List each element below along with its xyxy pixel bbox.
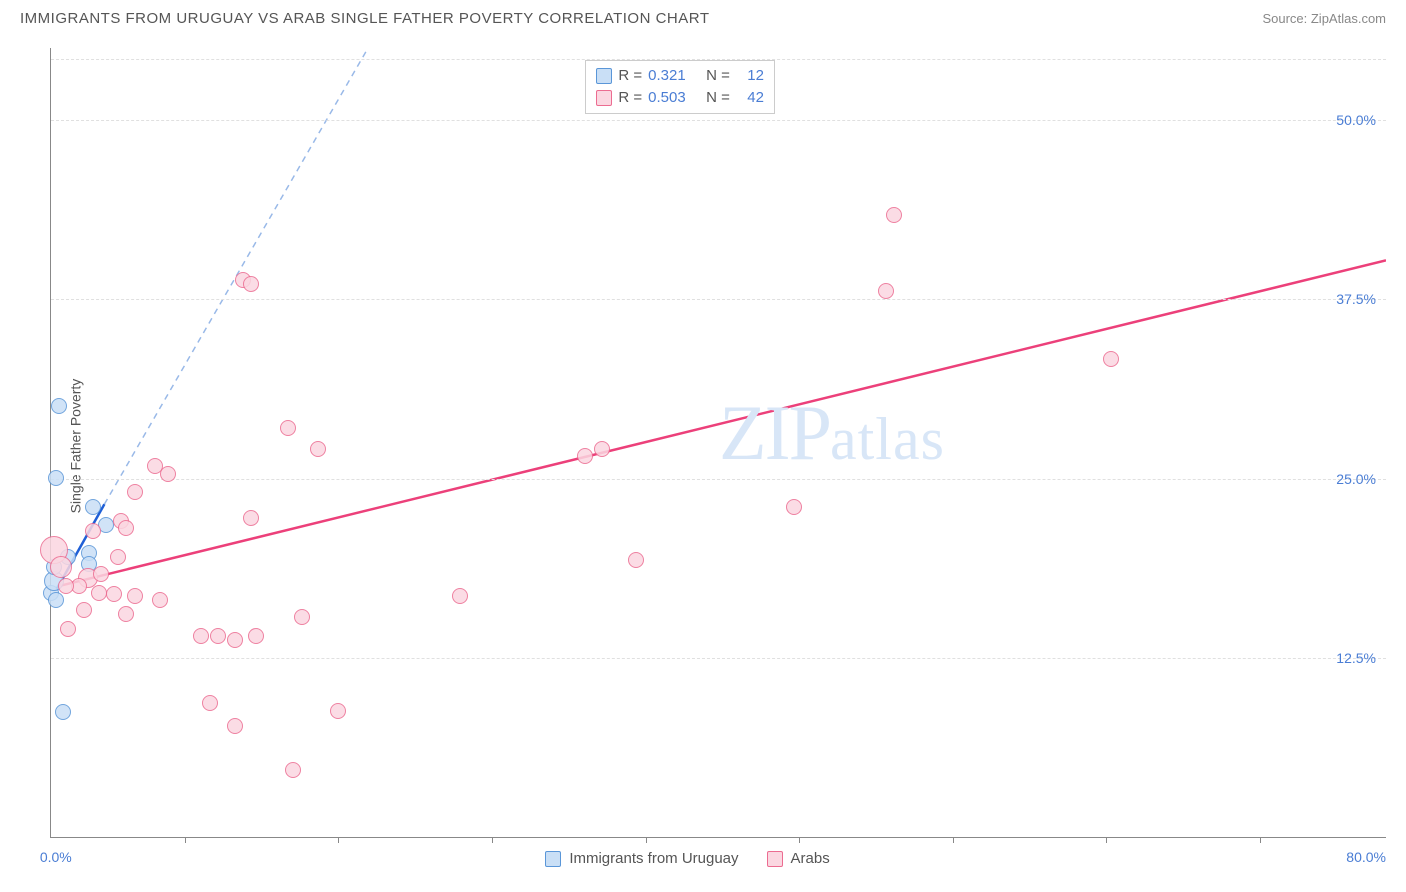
legend-label: Immigrants from Uruguay: [569, 850, 738, 867]
data-point-arabs: [886, 207, 902, 223]
x-tick-label-min: 0.0%: [40, 849, 72, 865]
trend-line: [59, 260, 1386, 586]
data-point-arabs: [878, 283, 894, 299]
data-point-arabs: [310, 441, 326, 457]
data-point-arabs: [227, 632, 243, 648]
x-tick: [646, 837, 647, 843]
data-point-arabs: [127, 484, 143, 500]
data-point-arabs: [786, 499, 802, 515]
data-point-arabs: [160, 466, 176, 482]
legend-swatch: [767, 851, 783, 867]
x-tick: [1106, 837, 1107, 843]
x-tick: [799, 837, 800, 843]
data-point-arabs: [118, 606, 134, 622]
data-point-arabs: [248, 628, 264, 644]
data-point-arabs: [330, 703, 346, 719]
data-point-arabs: [243, 510, 259, 526]
data-point-arabs: [76, 602, 92, 618]
data-point-arabs: [118, 520, 134, 536]
data-point-arabs: [294, 609, 310, 625]
x-tick: [1260, 837, 1261, 843]
y-tick-label: 37.5%: [1336, 291, 1376, 307]
data-point-uruguay: [48, 592, 64, 608]
data-point-uruguay: [85, 499, 101, 515]
x-tick: [953, 837, 954, 843]
data-point-arabs: [628, 552, 644, 568]
chart-source: Source: ZipAtlas.com: [1262, 11, 1386, 26]
data-point-uruguay: [55, 704, 71, 720]
legend-n-value: 12: [736, 65, 764, 87]
data-point-arabs: [152, 592, 168, 608]
y-tick-label: 12.5%: [1336, 650, 1376, 666]
legend-correlation: R = 0.321 N = 12 R = 0.503 N = 42: [585, 60, 775, 114]
legend-swatch: [596, 90, 612, 106]
x-tick: [492, 837, 493, 843]
legend-item-arabs: Arabs: [767, 850, 830, 867]
legend-r-label: R =: [618, 65, 642, 87]
chart-title: IMMIGRANTS FROM URUGUAY VS ARAB SINGLE F…: [20, 10, 710, 27]
legend-r-label: R =: [618, 87, 642, 109]
legend-r-value: 0.321: [648, 65, 700, 87]
data-point-arabs: [106, 586, 122, 602]
data-point-arabs: [577, 448, 593, 464]
data-point-arabs: [58, 578, 74, 594]
data-point-arabs: [210, 628, 226, 644]
gridline: [51, 299, 1386, 300]
legend-r-value: 0.503: [648, 87, 700, 109]
data-point-arabs: [50, 556, 72, 578]
data-point-arabs: [227, 718, 243, 734]
gridline: [51, 479, 1386, 480]
y-tick-label: 50.0%: [1336, 112, 1376, 128]
data-point-arabs: [60, 621, 76, 637]
data-point-arabs: [285, 762, 301, 778]
data-point-arabs: [1103, 351, 1119, 367]
data-point-arabs: [594, 441, 610, 457]
data-point-arabs: [91, 585, 107, 601]
watermark: ZIPatlas: [719, 388, 945, 478]
data-point-arabs: [193, 628, 209, 644]
y-tick-label: 25.0%: [1336, 471, 1376, 487]
legend-item-uruguay: Immigrants from Uruguay: [545, 850, 738, 867]
legend-n-label: N =: [706, 65, 730, 87]
legend-label: Arabs: [791, 850, 830, 867]
data-point-arabs: [85, 523, 101, 539]
scatter-chart: 12.5%25.0%37.5%50.0%0.0%80.0%ZIPatlasR =…: [50, 48, 1386, 838]
x-tick-label-max: 80.0%: [1346, 849, 1386, 865]
data-point-arabs: [452, 588, 468, 604]
data-point-arabs: [202, 695, 218, 711]
legend-n-label: N =: [706, 87, 730, 109]
x-tick: [338, 837, 339, 843]
legend-series: Immigrants from Uruguay Arabs: [545, 850, 829, 867]
gridline: [51, 658, 1386, 659]
legend-n-value: 42: [736, 87, 764, 109]
x-tick: [185, 837, 186, 843]
data-point-arabs: [93, 566, 109, 582]
gridline: [51, 120, 1386, 121]
data-point-uruguay: [48, 470, 64, 486]
legend-swatch: [596, 68, 612, 84]
data-point-arabs: [127, 588, 143, 604]
data-point-arabs: [110, 549, 126, 565]
legend-row-arabs: R = 0.503 N = 42: [596, 87, 764, 109]
legend-row-uruguay: R = 0.321 N = 12: [596, 65, 764, 87]
legend-swatch: [545, 851, 561, 867]
data-point-arabs: [243, 276, 259, 292]
data-point-arabs: [280, 420, 296, 436]
data-point-uruguay: [51, 398, 67, 414]
